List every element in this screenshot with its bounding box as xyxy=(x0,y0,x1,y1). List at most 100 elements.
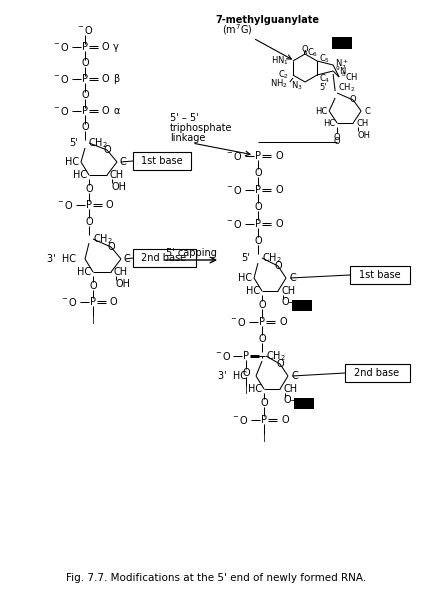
Text: C$_5$: C$_5$ xyxy=(319,53,330,65)
Text: HC: HC xyxy=(65,157,79,167)
Text: HC: HC xyxy=(77,267,91,277)
Text: O: O xyxy=(85,184,93,194)
Text: O: O xyxy=(81,58,89,68)
Bar xyxy=(345,364,410,382)
Text: N$_3$: N$_3$ xyxy=(291,80,303,92)
Text: P: P xyxy=(259,317,265,327)
Text: $^-$O: $^-$O xyxy=(52,41,70,53)
Text: $^8$CH: $^8$CH xyxy=(341,71,359,83)
Text: O: O xyxy=(254,202,262,212)
Text: linkage: linkage xyxy=(170,133,205,143)
Text: 3'  HC: 3' HC xyxy=(218,371,247,381)
Text: O: O xyxy=(254,236,262,246)
Text: 7-methylguanylate: 7-methylguanylate xyxy=(215,15,319,25)
Text: O: O xyxy=(81,122,89,132)
Text: N$^+_7$: N$^+_7$ xyxy=(335,58,349,72)
Text: P: P xyxy=(86,200,92,210)
Text: CH: CH xyxy=(283,384,297,394)
Text: $^-$O: $^-$O xyxy=(214,350,232,362)
Text: $^-$O: $^-$O xyxy=(52,73,70,85)
Text: $^-$O: $^-$O xyxy=(225,184,243,196)
Text: OH: OH xyxy=(357,131,370,139)
Text: (m$^7$G): (m$^7$G) xyxy=(222,22,253,37)
Text: OH: OH xyxy=(111,182,126,192)
Text: 1st base: 1st base xyxy=(359,270,401,280)
Text: O: O xyxy=(85,217,93,227)
Text: O: O xyxy=(254,168,262,178)
Text: C$_2$: C$_2$ xyxy=(278,69,289,81)
Text: 5': 5' xyxy=(320,83,327,92)
Text: P: P xyxy=(82,74,88,84)
Text: $^-$O: $^-$O xyxy=(76,24,94,36)
Text: O: O xyxy=(110,297,118,307)
Text: O: O xyxy=(258,300,266,310)
Text: C$_4$: C$_4$ xyxy=(319,73,330,85)
Text: $^-$O: $^-$O xyxy=(231,414,249,426)
Text: P: P xyxy=(261,415,267,425)
Text: HC: HC xyxy=(248,384,262,394)
Text: NH$_2$: NH$_2$ xyxy=(270,78,288,90)
Text: CH$_2$: CH$_2$ xyxy=(88,136,108,150)
Text: P: P xyxy=(82,106,88,116)
Text: HC: HC xyxy=(323,119,335,128)
Text: |: | xyxy=(92,314,95,323)
Text: O: O xyxy=(89,281,97,291)
Bar xyxy=(294,398,314,409)
Text: P: P xyxy=(255,151,261,161)
Text: CH: CH xyxy=(110,170,124,180)
Text: C: C xyxy=(124,254,131,264)
Text: CH: CH xyxy=(281,286,295,296)
Text: |: | xyxy=(263,433,265,441)
Text: O: O xyxy=(258,334,266,344)
Text: O: O xyxy=(302,46,308,54)
Text: CH$_2$: CH$_2$ xyxy=(338,82,356,94)
Text: 5' – 5': 5' – 5' xyxy=(170,113,199,123)
Text: O: O xyxy=(260,398,268,408)
Text: O: O xyxy=(334,132,340,141)
Text: O: O xyxy=(275,185,283,195)
Text: triphosphate: triphosphate xyxy=(170,123,232,133)
Text: 1st base: 1st base xyxy=(141,156,183,166)
Text: O: O xyxy=(81,90,89,100)
Text: 5': 5' xyxy=(69,138,78,148)
Text: O: O xyxy=(103,145,111,155)
Text: CH$_3$: CH$_3$ xyxy=(335,50,349,60)
Text: O: O xyxy=(350,96,356,105)
Text: $^-$O: $^-$O xyxy=(229,316,247,328)
Text: CH$_2$: CH$_2$ xyxy=(266,349,286,363)
Text: P: P xyxy=(255,185,261,195)
Text: HC: HC xyxy=(73,170,87,180)
Text: HC: HC xyxy=(246,286,260,296)
Text: O: O xyxy=(275,219,283,229)
Text: HN$_1$: HN$_1$ xyxy=(271,55,289,67)
Text: CH$_2$: CH$_2$ xyxy=(262,251,282,265)
Text: C: C xyxy=(289,273,296,283)
Text: α: α xyxy=(113,106,119,116)
Text: 5' capping: 5' capping xyxy=(165,248,216,258)
Text: C: C xyxy=(120,157,127,167)
Bar xyxy=(133,249,196,267)
Text: |: | xyxy=(245,385,248,394)
Text: P: P xyxy=(255,219,261,229)
Text: 5': 5' xyxy=(241,253,250,263)
Text: CH$_2$: CH$_2$ xyxy=(93,232,113,246)
Text: O: O xyxy=(274,261,282,271)
Text: O: O xyxy=(281,415,289,425)
Text: O—: O— xyxy=(282,297,299,307)
Text: O—: O— xyxy=(284,395,302,405)
Text: C: C xyxy=(364,106,370,115)
Text: γ: γ xyxy=(113,42,119,52)
Text: $^-$O: $^-$O xyxy=(52,105,70,117)
Text: P: P xyxy=(243,351,249,361)
Text: $^-$O: $^-$O xyxy=(225,150,243,162)
Text: $^-$O: $^-$O xyxy=(60,296,78,308)
Text: C$_6$: C$_6$ xyxy=(307,47,318,59)
Text: P: P xyxy=(90,297,96,307)
Bar xyxy=(292,300,312,311)
Text: O: O xyxy=(276,359,284,369)
Text: $^-$O: $^-$O xyxy=(56,199,74,211)
Text: HC: HC xyxy=(238,273,252,283)
Text: P: P xyxy=(82,42,88,52)
Text: CH: CH xyxy=(356,119,368,128)
Text: O: O xyxy=(107,242,115,252)
